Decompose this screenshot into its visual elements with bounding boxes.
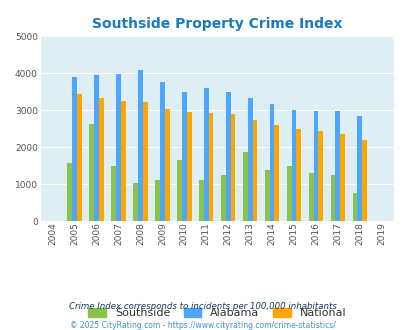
Bar: [356, 116, 361, 221]
Bar: [203, 88, 208, 221]
Bar: [308, 173, 313, 221]
Bar: [264, 170, 269, 221]
Bar: [230, 114, 235, 221]
Bar: [208, 113, 213, 221]
Bar: [89, 124, 94, 221]
Bar: [361, 140, 366, 221]
Bar: [335, 111, 339, 221]
Bar: [352, 193, 356, 221]
Bar: [318, 131, 322, 221]
Title: Southside Property Crime Index: Southside Property Crime Index: [92, 17, 341, 31]
Bar: [286, 166, 291, 221]
Bar: [138, 70, 143, 221]
Bar: [313, 111, 318, 221]
Bar: [160, 82, 164, 221]
Bar: [339, 134, 344, 221]
Bar: [77, 94, 82, 221]
Bar: [111, 166, 116, 221]
Bar: [181, 92, 186, 221]
Bar: [186, 112, 191, 221]
Legend: Southside, Alabama, National: Southside, Alabama, National: [85, 304, 349, 321]
Bar: [242, 152, 247, 221]
Bar: [274, 125, 279, 221]
Bar: [133, 183, 138, 221]
Bar: [252, 120, 257, 221]
Bar: [143, 102, 147, 221]
Bar: [72, 77, 77, 221]
Bar: [94, 76, 99, 221]
Bar: [99, 98, 104, 221]
Bar: [220, 175, 225, 221]
Text: © 2025 CityRating.com - https://www.cityrating.com/crime-statistics/: © 2025 CityRating.com - https://www.city…: [70, 321, 335, 330]
Bar: [198, 180, 203, 221]
Bar: [121, 101, 126, 221]
Bar: [67, 163, 72, 221]
Bar: [116, 74, 121, 221]
Bar: [164, 109, 169, 221]
Bar: [291, 110, 296, 221]
Bar: [330, 175, 335, 221]
Bar: [269, 104, 274, 221]
Bar: [225, 92, 230, 221]
Text: Crime Index corresponds to incidents per 100,000 inhabitants: Crime Index corresponds to incidents per…: [69, 302, 336, 311]
Bar: [155, 180, 160, 221]
Bar: [247, 98, 252, 221]
Bar: [296, 129, 301, 221]
Bar: [177, 160, 181, 221]
